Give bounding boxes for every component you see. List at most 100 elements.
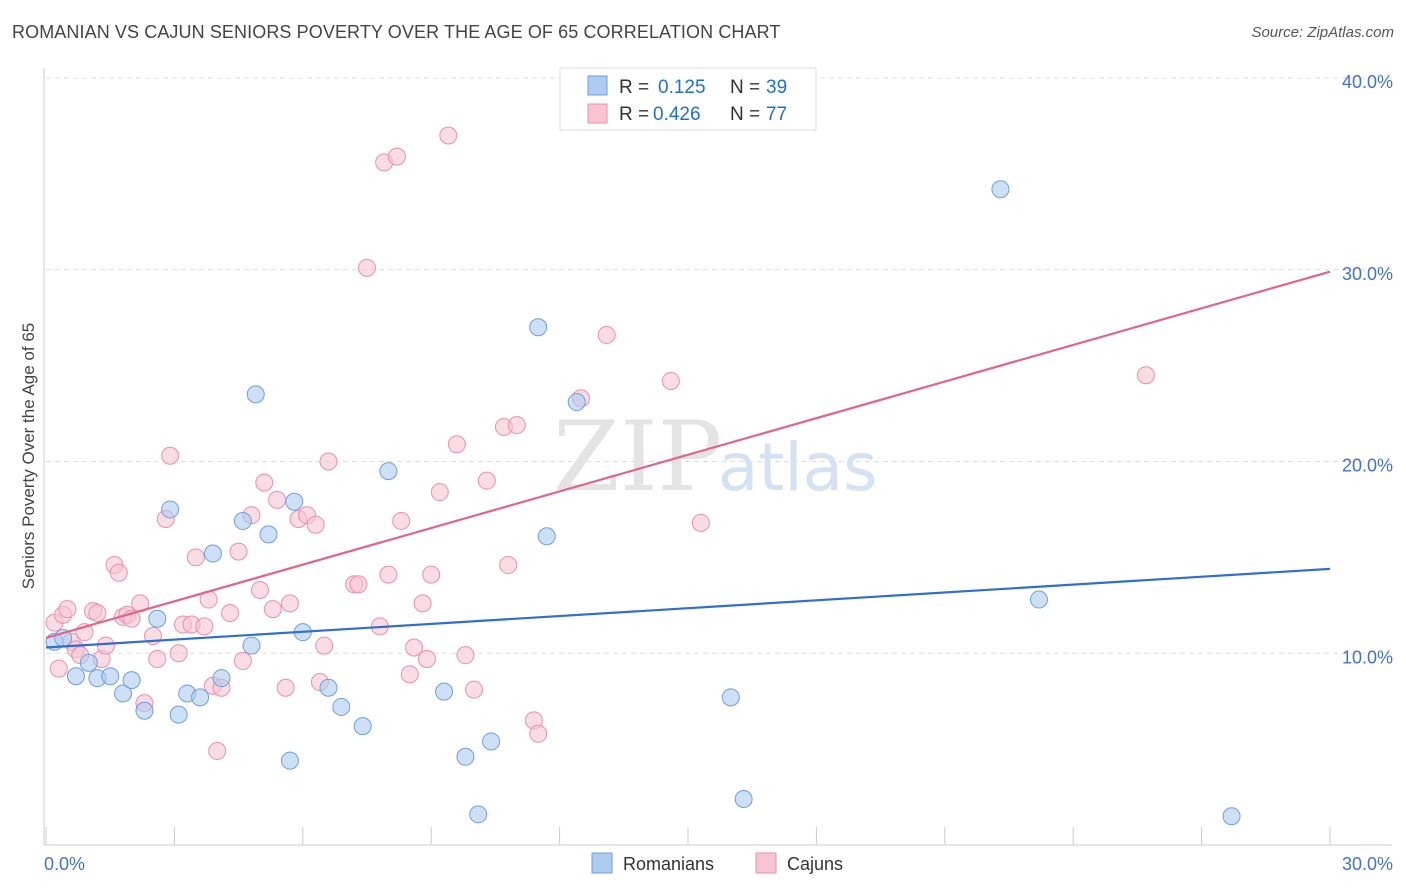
- romanians-point-16: [233, 511, 252, 530]
- cajuns-point-9: [88, 603, 107, 622]
- cajuns-point-47: [319, 452, 338, 471]
- romanians-points: [45, 180, 1241, 826]
- cajuns-point-59: [417, 650, 436, 669]
- romanians-point-15: [212, 669, 231, 688]
- romanians-point-38: [1222, 807, 1241, 826]
- watermark-atlas: atlas: [718, 429, 878, 506]
- romanians-trend-line: [45, 567, 1331, 649]
- cajuns-point-57: [405, 638, 424, 657]
- romanians-point-18: [246, 385, 265, 404]
- legend-cajuns-swatch: [587, 103, 608, 124]
- cajuns-point-56: [400, 665, 419, 684]
- legend-cajuns-r-label: R =: [619, 104, 649, 125]
- y-axis-title: Seniors Poverty Over the Age of 65: [19, 323, 38, 589]
- legend-romanians-r-value: 0.125: [658, 77, 706, 98]
- cajuns-point-50: [358, 258, 376, 277]
- cajuns-point-75: [691, 513, 710, 532]
- cajuns-point-53: [379, 565, 398, 584]
- cajuns-point-55: [392, 511, 411, 530]
- y-tick-label-30: 30.0%: [1342, 264, 1393, 284]
- romanians-point-23: [319, 678, 338, 697]
- cajuns-point-54: [387, 147, 406, 166]
- romanians-point-21: [285, 492, 304, 511]
- cajuns-point-23: [169, 644, 188, 663]
- romanians-point-10: [161, 500, 180, 519]
- romanians-point-19: [259, 525, 278, 544]
- romanians-point-31: [529, 318, 548, 337]
- legend-cajuns-r-value: 0.426: [653, 104, 701, 125]
- stats-legend: R = 0.125 N = 39 R = 0.426 N = 77: [559, 67, 817, 131]
- romanians-point-2: [66, 667, 85, 686]
- romanians-point-6: [114, 684, 133, 703]
- cajuns-point-3: [58, 600, 77, 619]
- romanians-point-17: [242, 636, 261, 655]
- legend-romanians-n-value: 39: [766, 77, 787, 98]
- cajuns-trend-line: [45, 270, 1331, 639]
- romanians-point-32: [537, 527, 556, 546]
- romanians-point-26: [379, 462, 398, 481]
- cajuns-point-74: [661, 371, 680, 390]
- cajuns-point-37: [255, 473, 274, 492]
- romanians-point-3: [79, 653, 98, 672]
- romanians-point-29: [469, 805, 488, 824]
- romanians-point-30: [482, 732, 501, 751]
- romanians-point-25: [353, 717, 372, 736]
- cajuns-point-27: [195, 617, 214, 636]
- cajuns-point-76: [1136, 366, 1155, 385]
- grid-lines: [46, 77, 1392, 654]
- romanians-point-37: [1029, 590, 1048, 609]
- romanians-point-24: [332, 697, 351, 716]
- cajuns-point-63: [447, 435, 466, 454]
- cajuns-point-46: [315, 636, 334, 655]
- romanians-point-28: [456, 747, 475, 766]
- cajuns-point-49: [349, 575, 368, 594]
- legend-romanians-n-label: N =: [730, 77, 760, 98]
- y-tick-label-20: 20.0%: [1342, 456, 1393, 476]
- cajuns-point-68: [499, 556, 518, 575]
- chart-title: ROMANIAN VS CAJUN SENIORS POVERTY OVER T…: [12, 22, 781, 42]
- romanians-point-8: [135, 701, 154, 720]
- series-legend-romanians-swatch: [591, 852, 613, 874]
- cajuns-point-61: [430, 483, 449, 502]
- cajuns-point-34: [233, 651, 252, 670]
- cajuns-point-20: [148, 650, 167, 669]
- cajuns-point-73: [597, 325, 616, 344]
- romanians-point-14: [203, 544, 222, 563]
- series-legend-cajuns-swatch: [755, 852, 777, 874]
- cajuns-point-62: [439, 126, 458, 145]
- watermark-zip: ZIP: [553, 401, 722, 513]
- cajuns-point-36: [251, 580, 269, 599]
- romanians-point-27: [435, 682, 454, 701]
- romanians-point-7: [122, 671, 141, 690]
- y-tick-label-40: 40.0%: [1342, 72, 1393, 92]
- cajuns-point-33: [229, 542, 248, 561]
- cajuns-point-44: [306, 515, 325, 534]
- cajuns-point-32: [221, 603, 240, 622]
- y-tick-label-10: 10.0%: [1342, 647, 1393, 667]
- x-ticks: [45, 827, 1331, 845]
- romanians-point-13: [191, 688, 210, 707]
- cajuns-point-40: [276, 678, 295, 697]
- trend-lines: [45, 270, 1331, 649]
- cajuns-point-13: [109, 563, 128, 582]
- cajuns-point-64: [456, 646, 475, 665]
- romanians-point-33: [567, 393, 586, 412]
- cajuns-point-26: [186, 548, 205, 567]
- cajuns-point-66: [477, 471, 496, 490]
- legend-cajuns-n-value: 77: [766, 104, 787, 125]
- romanians-point-34: [721, 688, 740, 707]
- x-tick-label-30: 30.0%: [1342, 854, 1393, 874]
- legend-romanians-swatch: [587, 75, 608, 96]
- romanians-point-35: [734, 789, 753, 808]
- axes: [43, 68, 1392, 846]
- cajuns-point-1: [49, 659, 68, 678]
- cajuns-point-71: [529, 724, 548, 743]
- series-legend-romanians-label: Romanians: [623, 854, 714, 874]
- series-legend: Romanians Cajuns: [591, 852, 843, 874]
- cajuns-point-69: [507, 416, 526, 435]
- cajuns-point-30: [208, 742, 227, 761]
- chart-source: Source: ZipAtlas.com: [1251, 24, 1394, 41]
- cajuns-point-11: [96, 636, 115, 655]
- legend-romanians-r-label: R =: [619, 77, 649, 98]
